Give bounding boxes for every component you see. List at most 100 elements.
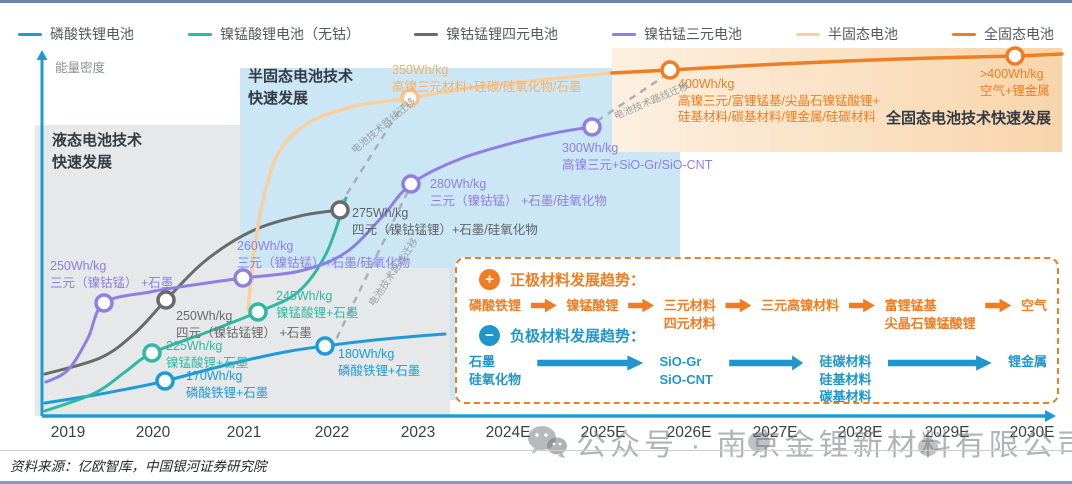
- data-point-label: 350Wh/kg 高镍三元材料+硅碳/硅氧化物/石墨: [392, 63, 582, 94]
- cathode-trend-header: + 正极材料发展趋势：: [479, 269, 645, 290]
- anode-trend-header: − 负极材料发展趋势：: [479, 325, 645, 346]
- data-point-label: 400Wh/kg 高镍三元/富锂锰基/尖晶石镍锰酸锂+ 硅基材料/碳基材料/锂金…: [678, 77, 880, 124]
- data-point-marker: [330, 200, 350, 220]
- flow-step: 硅碳材料 硅基材料 碳基材料: [819, 354, 872, 405]
- legend-item: 全固态电池: [952, 24, 1054, 44]
- series-line: [44, 125, 594, 384]
- flow-step: 三元材料 四元材料: [663, 298, 716, 331]
- data-point-marker: [401, 174, 421, 194]
- region-solid-battery: [612, 48, 1062, 152]
- x-tick-2028E: 2028E: [837, 424, 883, 441]
- data-point-marker: [248, 302, 268, 322]
- legend-label: 磷酸铁锂电池: [50, 26, 134, 42]
- legend-item: 镍钴锰三元电池: [612, 24, 742, 44]
- data-point-label: 275Wh/kg 四元（镍钴锰锂）+石墨/硅氧化物: [352, 206, 538, 237]
- flow-step: 石墨 硅氧化物: [469, 354, 522, 387]
- data-point-label: 250Wh/kg 三元（镍钴锰） +石墨: [50, 259, 174, 290]
- legend-dash-icon: [796, 32, 820, 36]
- flow-arrow-icon: [985, 298, 1012, 313]
- anode-trend-flow: 石墨 硅氧化物 SiO-Gr SiO-CNT 硅碳材料 硅基材料 碳基材料 锂金属: [469, 353, 1047, 406]
- legend-dash-icon: [18, 32, 42, 36]
- legend-label: 半固态电池: [828, 26, 898, 42]
- legend-dash-icon: [414, 32, 438, 36]
- top-border-line: [0, 0, 1072, 3]
- x-tick-2027E: 2027E: [752, 424, 798, 441]
- flow-arrow-icon: [628, 298, 655, 313]
- legend-item: 半固态电池: [796, 24, 898, 44]
- legend-dash-icon: [952, 32, 976, 36]
- x-tick-2025E: 2025E: [580, 424, 626, 441]
- legend-item: 镍锰酸锂电池（无钴）: [188, 24, 360, 44]
- legend-dash-icon: [612, 32, 636, 36]
- flow-step: 三元高镍材料: [761, 298, 840, 313]
- flow-arrow-icon: [725, 298, 752, 313]
- legend-label: 镍钴锰三元电池: [644, 26, 742, 42]
- data-point-marker: [142, 343, 162, 363]
- data-point-label: 300Wh/kg 高镍三元+SiO-Gr/SiO-CNT: [562, 141, 713, 172]
- x-tick-2023: 2023: [400, 424, 436, 441]
- migration-dashed-line: [596, 75, 664, 123]
- data-point-marker: [582, 117, 602, 137]
- plus-icon: +: [479, 269, 500, 290]
- x-tick-2029E: 2029E: [924, 424, 970, 441]
- region-semisolid-battery: [240, 68, 680, 268]
- cathode-trend-title: 正极材料发展趋势：: [510, 272, 646, 289]
- region-label-solid: 全固态电池技术快速发展: [886, 110, 1052, 127]
- x-tick-2020: 2020: [135, 424, 171, 441]
- data-point-marker: [315, 336, 335, 356]
- data-point-marker: [1005, 46, 1025, 66]
- material-trends-box: + 正极材料发展趋势： 磷酸铁锂 镍锰酸锂 三元材料 四元材料 三元高镍材料 富锂锰基 …: [455, 257, 1059, 404]
- data-point-marker: [233, 268, 253, 288]
- data-point-marker: [660, 60, 680, 80]
- y-axis-arrow-icon: [36, 50, 48, 60]
- flow-arrow-icon: [729, 355, 804, 371]
- legend-label: 镍钴锰锂四元电池: [446, 26, 558, 42]
- flow-step: SiO-Gr SiO-CNT: [659, 354, 713, 387]
- legend-dash-icon: [188, 32, 212, 36]
- data-point-label: 260Wh/kg 三元（镍钴锰）+石墨/硅氧化物: [237, 239, 411, 270]
- data-point-label: 245Wh/kg 镍锰酸锂+石墨: [276, 289, 359, 320]
- region-label-semisolid: 半固态电池技术 快速发展: [248, 68, 354, 107]
- data-point-marker: [94, 293, 114, 313]
- cathode-trend-flow: 磷酸铁锂 镍锰酸锂 三元材料 四元材料 三元高镍材料 富锂锰基 尖晶石镍锰酸锂 空气: [469, 297, 1047, 332]
- x-tick-2021: 2021: [226, 424, 262, 441]
- flow-arrow-icon: [848, 298, 875, 313]
- x-tick-2024E: 2024E: [485, 424, 531, 441]
- migration-dashed-line: [329, 190, 410, 351]
- y-axis-label: 能量密度: [55, 61, 106, 75]
- flow-step: 磷酸铁锂: [469, 298, 522, 313]
- anode-trend-title: 负极材料发展趋势：: [510, 328, 646, 345]
- data-point-label: 170Wh/kg 磷酸铁锂+石墨: [186, 369, 269, 400]
- flow-arrow-icon: [537, 355, 644, 371]
- flow-arrow-icon: [530, 298, 557, 313]
- bottom-border-line: [0, 481, 1072, 484]
- source-note: 资料来源：亿欧智库，中国银河证券研究院: [10, 459, 267, 474]
- series-line: [43, 332, 447, 405]
- region-label-liquid: 液态电池技术 快速发展: [52, 132, 143, 171]
- legend-label: 全固态电池: [984, 26, 1054, 42]
- minus-icon: −: [479, 325, 500, 346]
- x-tick-2019: 2019: [50, 424, 86, 441]
- flow-arrow-icon: [887, 355, 992, 371]
- data-point-label: 225Wh/kg 镍锰酸锂+石墨: [166, 339, 249, 370]
- legend-label: 镍锰酸锂电池（无钴）: [220, 26, 360, 42]
- data-point-label: 180Wh/kg 磷酸铁锂+石墨: [338, 347, 421, 378]
- flow-step: 锂金属: [1007, 354, 1047, 369]
- flow-step: 镍锰酸锂: [566, 298, 619, 313]
- flow-step: 富锂锰基 尖晶石镍锰酸锂: [884, 298, 976, 331]
- x-tick-2030E: 2030E: [1009, 424, 1055, 441]
- x-axis-arrow-icon: [1045, 410, 1056, 422]
- data-point-marker: [155, 371, 175, 391]
- x-tick-2026E: 2026E: [666, 424, 712, 441]
- x-tick-2022: 2022: [314, 424, 350, 441]
- separator-line: [0, 450, 1072, 451]
- legend-item: 镍钴锰锂四元电池: [414, 24, 558, 44]
- legend-item: 磷酸铁锂电池: [18, 24, 134, 44]
- data-point-label: 280Wh/kg 三元（镍钴锰） +石墨/硅氧化物: [430, 177, 607, 208]
- data-point-label: >400Wh/kg 空气+锂金属: [980, 67, 1050, 98]
- data-point-marker: [400, 88, 420, 108]
- data-point-label: 250Wh/kg 四元（镍钴锰锂） +石墨: [176, 309, 312, 340]
- flow-step: 空气: [1020, 298, 1047, 313]
